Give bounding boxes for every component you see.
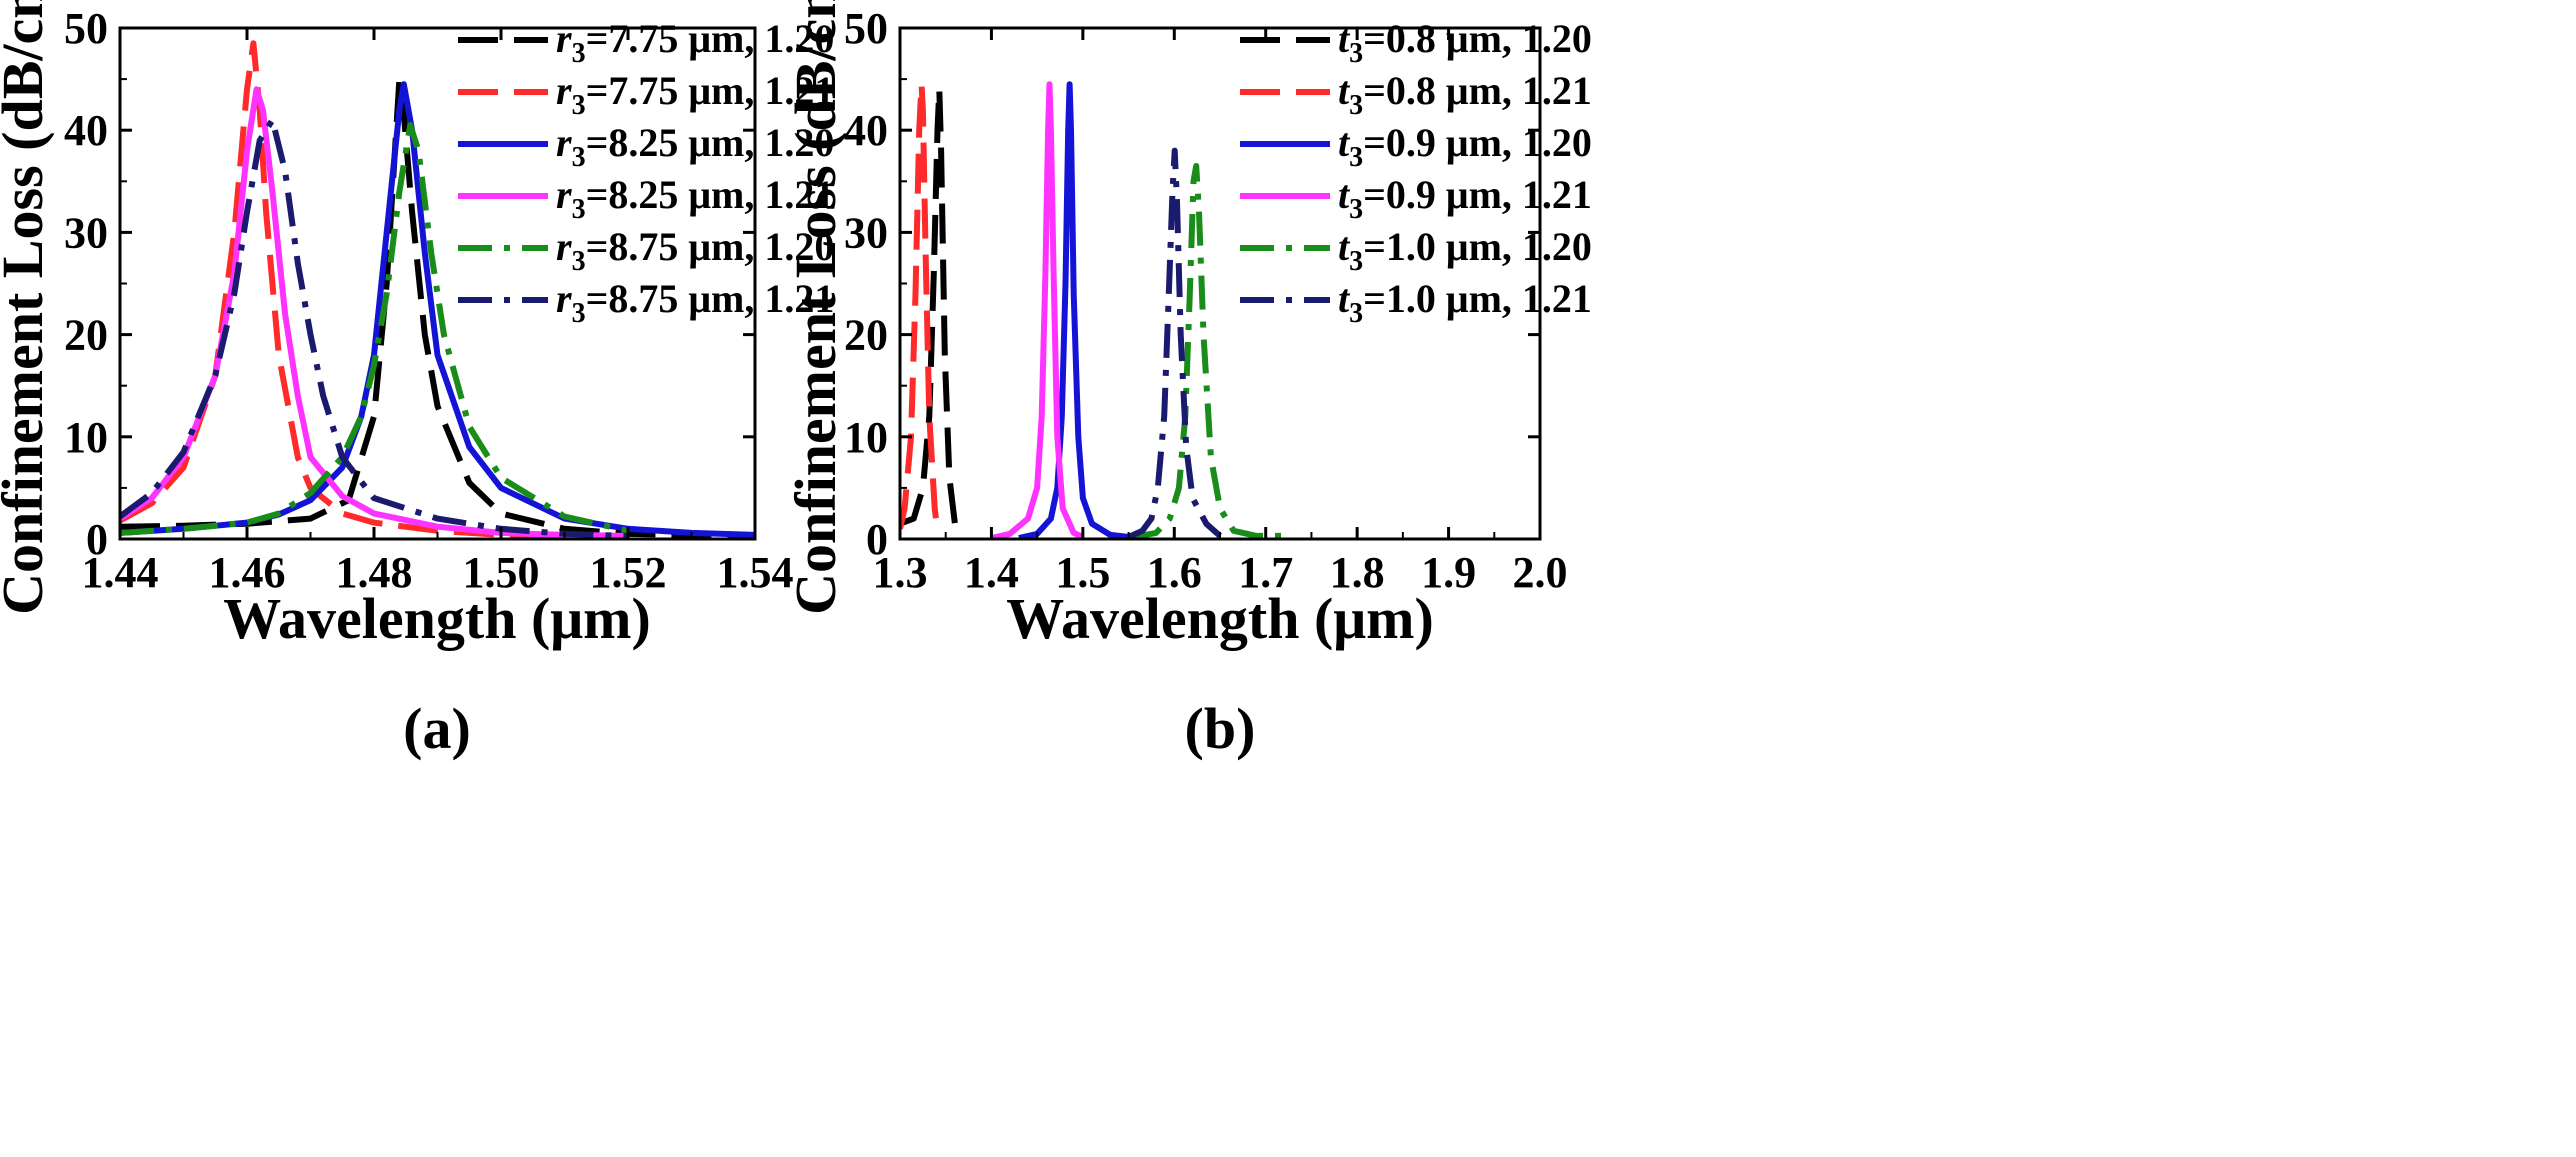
series-line-b-5: [1128, 163, 1289, 539]
x-tick-label-b: 1.8: [1330, 548, 1385, 597]
series-line-a-5: [120, 122, 629, 536]
series-line-b-2: [900, 81, 940, 530]
x-tick-label-a: 1.44: [82, 548, 159, 597]
series-line-a-4: [120, 86, 629, 539]
legend-entry-a-6: r3=8.75 μm, 1.21: [556, 276, 834, 329]
legend-entry-b-4: t3=0.9 μm, 1.21: [1338, 172, 1592, 225]
y-tick-label-a: 0: [86, 515, 108, 564]
legend-entry-b-3: t3=0.9 μm, 1.20: [1338, 120, 1592, 173]
y-tick-label-b: 30: [844, 208, 888, 257]
legend-entry-a-4: r3=8.25 μm, 1.21: [556, 172, 834, 225]
legend-entry-b-1: t3=0.8 μm, 1.20: [1338, 16, 1592, 69]
x-tick-label-b: 1.5: [1055, 548, 1110, 597]
x-axis-label-b: Wavelength (μm): [1006, 586, 1434, 651]
x-tick-label-b: 1.6: [1147, 548, 1202, 597]
y-axis-label-b: Confinement Loss (dB/cm): [783, 0, 848, 615]
series-line-b-3: [1018, 81, 1139, 539]
y-tick-label-a: 20: [64, 311, 108, 360]
y-tick-label-a: 50: [64, 4, 108, 53]
series-line-a-3: [120, 81, 755, 538]
x-tick-label-a: 1.50: [463, 548, 540, 597]
x-tick-label-a: 1.52: [590, 548, 667, 597]
legend-entry-a-3: r3=8.25 μm, 1.20: [556, 120, 834, 173]
y-tick-label-a: 40: [64, 106, 108, 155]
x-tick-label-a: 1.54: [717, 548, 794, 597]
y-tick-label-b: 20: [844, 311, 888, 360]
legend-entry-a-5: r3=8.75 μm, 1.20: [556, 224, 834, 277]
panel-label-a: (a): [403, 696, 471, 761]
chart-panel-a: 1.44 1.46 1.48 1.50 1.52 1.54 0 10 20 30 40 50 r3=7…: [0, 0, 834, 761]
x-tick-label-a: 1.46: [209, 548, 286, 597]
series-line-b-4: [990, 81, 1085, 539]
legend-entry-b-5: t3=1.0 μm, 1.20: [1338, 224, 1592, 277]
panel-label-b: (b): [1185, 696, 1256, 761]
x-tick-label-b: 1.4: [964, 548, 1019, 597]
chart-panel-b: 1.3 1.4 1.5 1.6 1.7 1.8 1.9 2.0 0 10 20 30 40 50 t3=0…: [783, 0, 1592, 761]
x-axis-label-a: Wavelength (μm): [223, 586, 651, 651]
x-tick-label-b: 1.3: [873, 548, 928, 597]
y-tick-label-a: 30: [64, 208, 108, 257]
y-tick-label-b: 10: [844, 413, 888, 462]
y-tick-label-b: 50: [844, 4, 888, 53]
series-line-a-6: [120, 117, 629, 539]
legend-entry-b-6: t3=1.0 μm, 1.21: [1338, 276, 1592, 329]
plot-area-b: 1.3 1.4 1.5 1.6 1.7 1.8 1.9 2.0 0 10 20 30 40 50: [844, 4, 1568, 597]
x-tick-label-b: 2.0: [1513, 548, 1568, 597]
x-tick-label-b: 1.7: [1238, 548, 1293, 597]
y-tick-label-b: 40: [844, 106, 888, 155]
y-axis-label-a: Confinement Loss (dB/cm): [0, 0, 55, 615]
legend-entry-a-2: r3=7.75 μm, 1.21: [556, 68, 834, 121]
series-line-b-1: [900, 86, 958, 527]
legend-entry-b-2: t3=0.8 μm, 1.21: [1338, 68, 1592, 121]
plot-area-a: 1.44 1.46 1.48 1.50 1.52 1.54 0 10 20 30 40 50: [64, 4, 794, 597]
x-tick-label-b: 1.9: [1421, 548, 1476, 597]
legend-entry-a-1: r3=7.75 μm, 1.20: [556, 16, 834, 69]
y-tick-label-a: 10: [64, 413, 108, 462]
x-tick-label-a: 1.48: [336, 548, 413, 597]
y-tick-label-b: 0: [866, 515, 888, 564]
